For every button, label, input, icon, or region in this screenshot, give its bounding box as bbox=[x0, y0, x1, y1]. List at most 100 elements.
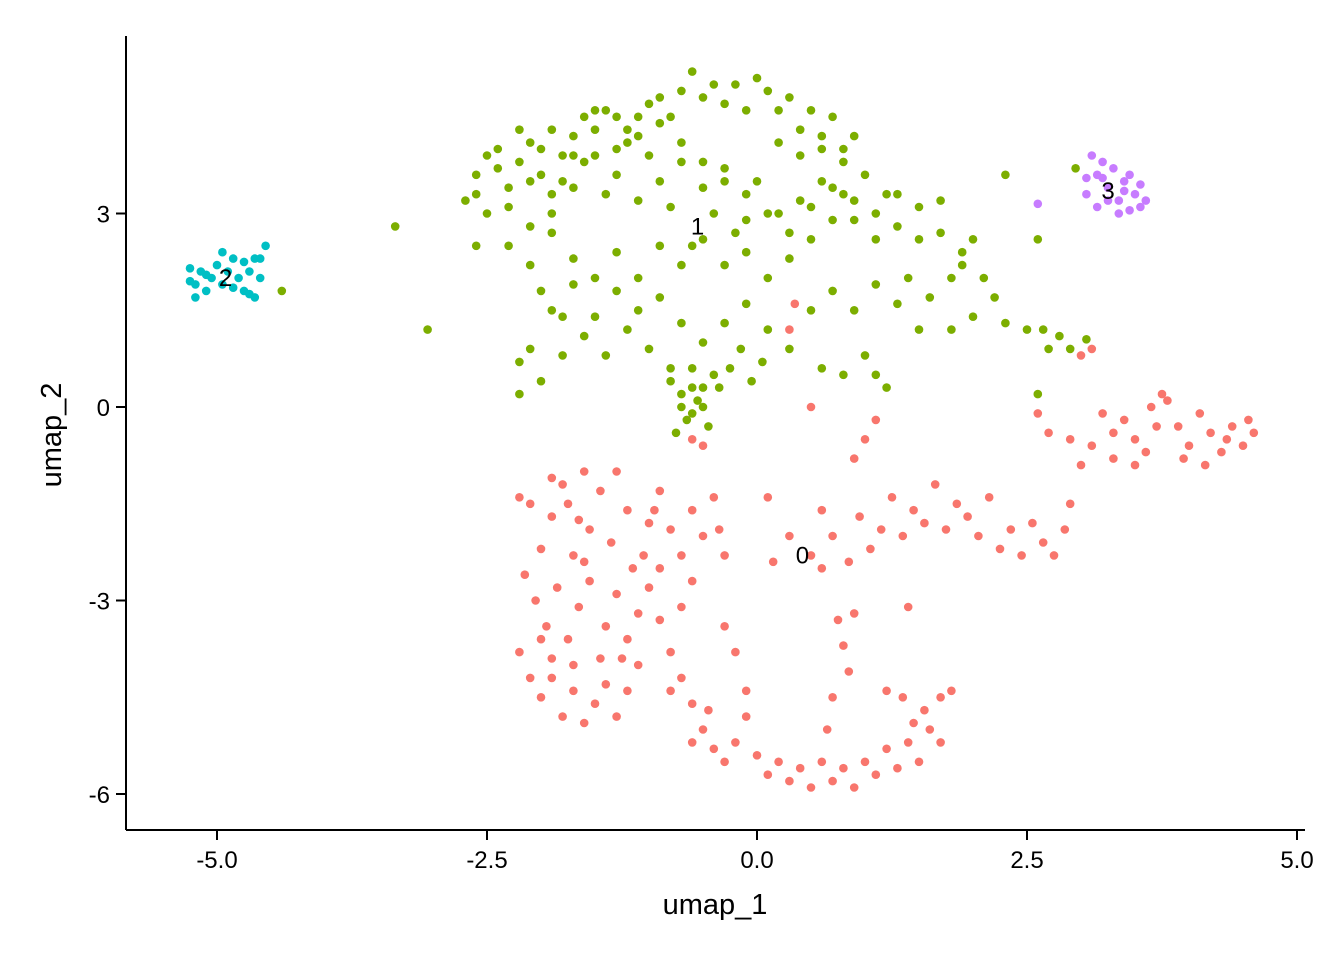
cluster-0-point bbox=[806, 551, 816, 560]
cluster-0-point bbox=[984, 493, 994, 502]
cluster-0-point bbox=[536, 544, 546, 554]
cluster-0-point bbox=[601, 622, 611, 631]
cluster-0-point bbox=[806, 402, 816, 412]
cluster-1-point bbox=[612, 286, 621, 296]
cluster-3-point bbox=[1103, 196, 1113, 205]
cluster-1-point bbox=[277, 286, 287, 296]
cluster-0-point bbox=[590, 699, 600, 708]
cluster-1-point bbox=[741, 299, 751, 309]
cluster-1-point bbox=[914, 325, 924, 334]
cluster-0-point bbox=[698, 725, 708, 734]
x-tick-label: 5.0 bbox=[1280, 847, 1313, 874]
cluster-1-point bbox=[504, 241, 513, 251]
cluster-0-point bbox=[871, 770, 881, 779]
cluster-1-point bbox=[882, 383, 891, 392]
cluster-1-point bbox=[612, 170, 621, 180]
cluster-1-point bbox=[698, 383, 708, 392]
cluster-0-point bbox=[898, 531, 908, 541]
cluster-1-point bbox=[698, 183, 708, 192]
cluster-0-point bbox=[687, 576, 697, 586]
cluster-0-point bbox=[925, 725, 935, 734]
cluster-1-point bbox=[839, 189, 848, 199]
cluster-0-point bbox=[714, 525, 724, 534]
cluster-1-point bbox=[655, 241, 665, 251]
cluster-0-point bbox=[1065, 435, 1075, 444]
cluster-1-point bbox=[579, 331, 589, 341]
cluster-3-point bbox=[1136, 180, 1145, 189]
cluster-0-point bbox=[623, 505, 632, 515]
cluster-1-point bbox=[1033, 235, 1043, 244]
cluster-1-point bbox=[655, 177, 665, 186]
cluster-1-point bbox=[1022, 325, 1032, 334]
cluster-0-point bbox=[1038, 538, 1048, 547]
cluster-0-point bbox=[1152, 422, 1161, 431]
cluster-0-point bbox=[828, 776, 837, 786]
cluster-1-point bbox=[806, 306, 816, 315]
cluster-1-point bbox=[579, 157, 589, 167]
cluster-1-point bbox=[569, 151, 578, 160]
cluster-0-point bbox=[731, 647, 740, 657]
cluster-1-point bbox=[849, 306, 859, 315]
cluster-3-point bbox=[1033, 199, 1043, 209]
cluster-1-point bbox=[849, 215, 859, 225]
cluster-1-point bbox=[655, 118, 665, 128]
points-layer bbox=[185, 67, 1259, 792]
cluster-1-point bbox=[687, 241, 697, 251]
cluster-1-point bbox=[547, 209, 557, 218]
cluster-0-point bbox=[612, 467, 621, 476]
cluster-3-point bbox=[1098, 173, 1107, 183]
cluster-1-point bbox=[914, 202, 924, 212]
cluster-0-point bbox=[1227, 422, 1237, 431]
cluster-0-point bbox=[844, 667, 854, 676]
cluster-0-point bbox=[871, 415, 881, 425]
cluster-0-point bbox=[1076, 460, 1086, 470]
cluster-1-point bbox=[655, 93, 665, 102]
y-tick-label: 0 bbox=[97, 395, 110, 422]
cluster-0-point bbox=[876, 525, 886, 534]
cluster-1-point bbox=[633, 306, 643, 315]
cluster-1-point bbox=[461, 196, 470, 205]
cluster-1-point bbox=[893, 189, 902, 199]
cluster-1-point bbox=[839, 370, 848, 380]
cluster-2-point bbox=[185, 276, 195, 286]
cluster-0-point bbox=[633, 609, 643, 618]
cluster-1-point bbox=[817, 177, 827, 186]
cluster-1-point bbox=[785, 254, 794, 263]
cluster-1-point bbox=[785, 228, 794, 238]
cluster-1-point bbox=[795, 196, 805, 205]
x-tick-label: -2.5 bbox=[466, 847, 507, 874]
cluster-1-point bbox=[677, 318, 686, 328]
cluster-1-point bbox=[693, 396, 702, 405]
cluster-1-point bbox=[493, 144, 503, 154]
x-tick-label: 2.5 bbox=[1010, 847, 1043, 874]
cluster-1-point bbox=[633, 112, 643, 122]
cluster-1-point bbox=[677, 86, 686, 96]
cluster-1-point bbox=[925, 293, 935, 302]
cluster-1-point bbox=[758, 357, 767, 367]
cluster-3-point bbox=[1141, 196, 1151, 205]
cluster-1-point bbox=[893, 299, 902, 309]
cluster-0-point bbox=[806, 783, 816, 792]
cluster-1-point bbox=[957, 247, 967, 257]
cluster-1-point bbox=[579, 112, 589, 122]
cluster-0-point bbox=[822, 725, 832, 734]
cluster-1-point bbox=[957, 260, 967, 270]
cluster-1-point bbox=[752, 177, 762, 186]
cluster-0-point bbox=[844, 557, 854, 567]
cluster-1-point bbox=[731, 228, 740, 238]
cluster-3-point bbox=[1087, 151, 1097, 160]
cluster-1-point bbox=[515, 125, 524, 134]
cluster-0-point bbox=[752, 751, 762, 760]
cluster-0-point bbox=[741, 712, 751, 721]
cluster-1-point bbox=[471, 189, 481, 199]
cluster-0-point bbox=[547, 673, 557, 683]
cluster-0-point bbox=[563, 499, 573, 509]
cluster-0-point bbox=[698, 531, 708, 541]
cluster-2-point bbox=[234, 273, 243, 283]
cluster-1-point bbox=[871, 370, 881, 380]
cluster-1-point bbox=[849, 131, 859, 141]
cluster-3-point bbox=[1082, 173, 1091, 183]
cluster-labels: 0 1 2 3 bbox=[219, 178, 1115, 570]
y-axis-ticks: -6 -3 0 3 bbox=[89, 202, 126, 809]
cluster-1-point bbox=[860, 170, 870, 180]
